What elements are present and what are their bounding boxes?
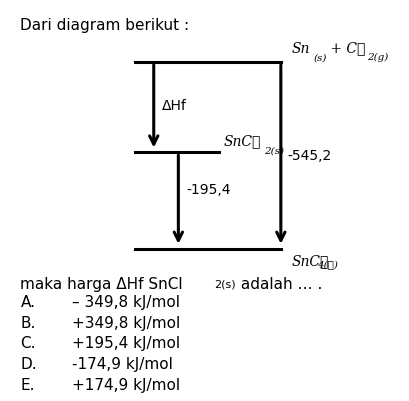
Text: – 349,8 kJ/mol: – 349,8 kJ/mol — [72, 295, 179, 310]
Text: 2(s): 2(s) — [264, 146, 284, 155]
Text: B.: B. — [20, 316, 36, 330]
Text: ℓ: ℓ — [356, 42, 364, 56]
Text: +174,9 kJ/mol: +174,9 kJ/mol — [72, 378, 180, 393]
Text: 4(ℓ): 4(ℓ) — [316, 261, 337, 269]
Text: maka harga ΔHf SnCl: maka harga ΔHf SnCl — [20, 277, 183, 292]
Text: ΔHf: ΔHf — [162, 99, 187, 113]
Text: 2(s): 2(s) — [213, 280, 235, 290]
Text: -174,9 kJ/mol: -174,9 kJ/mol — [72, 357, 172, 372]
Text: (s): (s) — [313, 53, 326, 62]
Text: +195,4 kJ/mol: +195,4 kJ/mol — [72, 336, 180, 351]
Text: D.: D. — [20, 357, 37, 372]
Text: A.: A. — [20, 295, 36, 310]
Text: + C: + C — [325, 42, 356, 56]
Text: SnCℓ: SnCℓ — [223, 134, 260, 148]
Text: C.: C. — [20, 336, 36, 351]
Text: Dari diagram berikut :: Dari diagram berikut : — [20, 18, 189, 33]
Text: -195,4: -195,4 — [186, 184, 231, 197]
Text: Sn: Sn — [290, 42, 309, 56]
Text: SnCℓ: SnCℓ — [290, 255, 328, 269]
Text: 2(g): 2(g) — [366, 53, 387, 62]
Text: +349,8 kJ/mol: +349,8 kJ/mol — [72, 316, 180, 330]
Text: E.: E. — [20, 378, 35, 393]
Text: adalah … .: adalah … . — [235, 277, 321, 292]
Text: -545,2: -545,2 — [286, 150, 330, 163]
